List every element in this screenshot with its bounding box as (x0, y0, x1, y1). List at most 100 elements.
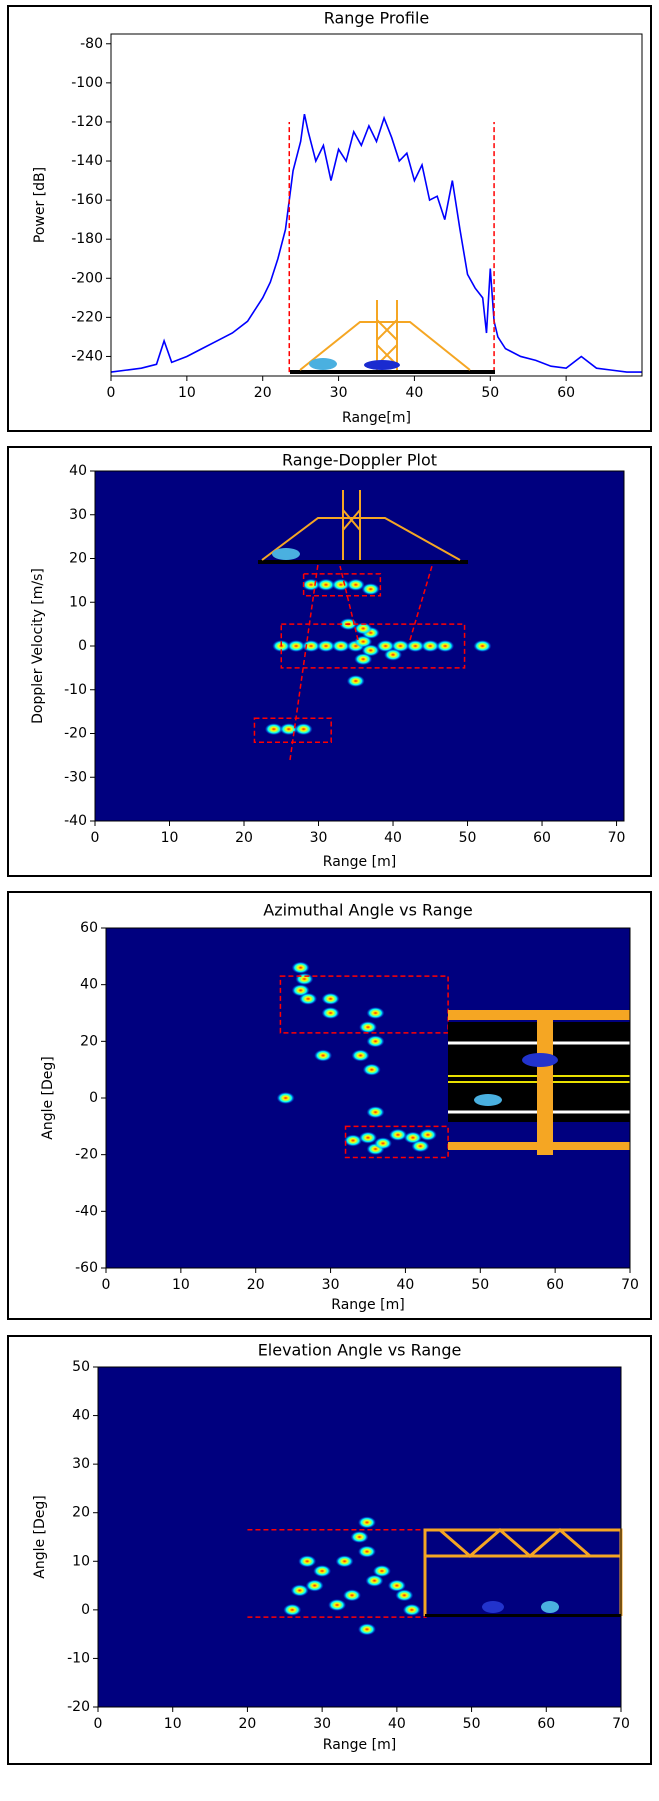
hotspot (376, 640, 395, 652)
hotspot (344, 1134, 363, 1147)
y-tick-label: 10 (69, 594, 87, 610)
car (482, 1601, 504, 1613)
connector (289, 563, 433, 761)
bridge-bar (537, 1010, 553, 1155)
y-tick-label: 50 (72, 1359, 90, 1375)
road (425, 1614, 621, 1617)
hotspot (328, 1599, 347, 1611)
y-tick-label: 30 (72, 1456, 90, 1472)
hotspot (473, 640, 492, 652)
hotspot (357, 1516, 376, 1529)
y-tick-label: -160 (71, 192, 103, 208)
plot-frame (94, 470, 625, 822)
x-tick-label: 50 (481, 385, 499, 401)
chart-title: Elevation Angle vs Range (258, 1341, 462, 1360)
x-tick-label: 60 (533, 830, 551, 846)
hotspot (359, 1131, 377, 1144)
y-tick-label: -10 (64, 682, 87, 698)
y-tick-label: -80 (80, 36, 103, 52)
hotspot (418, 1128, 437, 1141)
y-tick-label: 0 (81, 1602, 90, 1618)
bridge-tower (376, 300, 398, 370)
y-tick-label: -140 (71, 153, 103, 169)
hotspot (354, 635, 373, 648)
hotspot (436, 640, 455, 652)
hotspot (346, 578, 365, 591)
y-tick-label: 40 (80, 977, 98, 993)
y-tick-label: -20 (64, 726, 87, 742)
x-tick-label: 70 (608, 830, 626, 846)
y-tick-label: 20 (80, 1033, 98, 1049)
hotspot (276, 1092, 295, 1104)
hotspot (316, 640, 335, 652)
y-axis-label: Angle [Deg] (32, 1495, 48, 1579)
y-tick-label: -220 (71, 309, 103, 325)
hotspot (354, 622, 373, 635)
car (272, 548, 300, 560)
x-tick-label: 0 (102, 1277, 111, 1293)
hotspot (402, 1603, 421, 1616)
x-tick-label: 50 (459, 830, 477, 846)
hotspot (361, 644, 380, 657)
hotspot (321, 992, 340, 1005)
range-profile-line (110, 113, 642, 373)
x-tick-label: 50 (463, 1716, 481, 1732)
hotspot (295, 973, 314, 985)
y-tick-label: -20 (67, 1699, 90, 1715)
x-tick-label: 10 (178, 385, 196, 401)
chart-title: Azimuthal Angle vs Range (263, 901, 472, 920)
x-tick-label: 30 (322, 1277, 340, 1293)
highlight-box (302, 573, 382, 597)
hotspot (359, 1021, 377, 1034)
hotspot (321, 1007, 340, 1019)
y-tick-label: -100 (71, 75, 103, 91)
y-tick-label: -240 (71, 348, 103, 364)
panel-frame (7, 1335, 652, 1765)
panel-frame (7, 446, 652, 877)
hotspot (357, 1545, 376, 1558)
y-tick-label: 0 (78, 638, 87, 654)
y-tick-label: 20 (69, 551, 87, 567)
x-tick-label: 60 (537, 1716, 555, 1732)
y-tick-label: -40 (75, 1203, 98, 1219)
hotspot (406, 640, 425, 652)
y-tick-label: 60 (80, 920, 98, 936)
bridge-tower (342, 490, 361, 560)
hotspot (291, 961, 310, 974)
car (309, 358, 337, 370)
hotspot (357, 1623, 376, 1636)
y-tick-label: 30 (69, 507, 87, 523)
x-tick-label: 20 (239, 1716, 257, 1732)
hotspot (313, 1565, 332, 1577)
hotspot (283, 1603, 302, 1616)
y-axis-label: Angle [Deg] (40, 1056, 56, 1140)
x-tick-label: 60 (546, 1277, 564, 1293)
hotspot (298, 1555, 317, 1568)
panel-frame (7, 5, 652, 432)
chart-title: Range Profile (324, 9, 430, 28)
x-tick-label: 20 (247, 1277, 265, 1293)
x-tick-label: 0 (107, 385, 116, 401)
hotspot (346, 675, 365, 687)
hotspot (366, 1106, 385, 1119)
hotspot (335, 1555, 354, 1568)
bridge-stair (299, 321, 471, 371)
y-tick-label: -200 (71, 270, 103, 286)
x-tick-label: 50 (471, 1277, 489, 1293)
bridge-deck (258, 560, 468, 564)
hotspot (331, 578, 350, 591)
x-tick-label: 10 (172, 1277, 190, 1293)
y-tick-label: 40 (69, 463, 87, 479)
x-tick-label: 40 (406, 385, 424, 401)
hotspot (305, 1579, 324, 1592)
y-tick-label: -20 (75, 1147, 98, 1163)
bridge-bar (448, 1142, 630, 1150)
x-tick-label: 0 (94, 1716, 103, 1732)
y-tick-label: -180 (71, 231, 103, 247)
x-tick-label: 20 (235, 830, 253, 846)
car (364, 360, 400, 370)
x-tick-label: 30 (330, 385, 348, 401)
hotspot (387, 1579, 406, 1592)
hotspot (372, 1565, 391, 1577)
